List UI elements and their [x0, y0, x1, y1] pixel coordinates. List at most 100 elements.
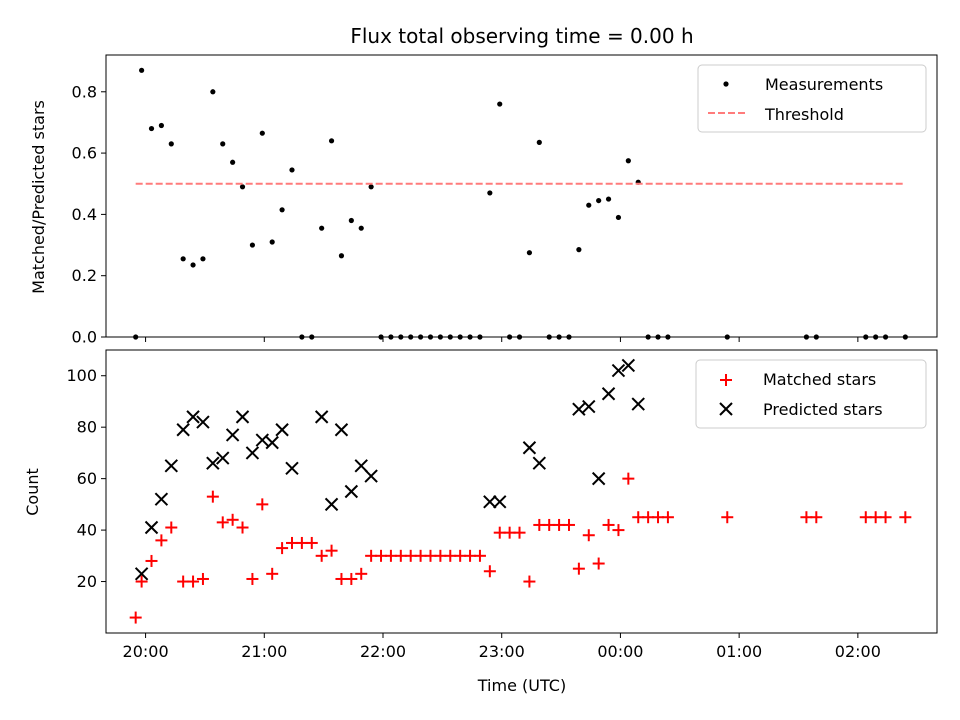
- predicted-star-point: [631, 397, 645, 411]
- matched-star-point: [523, 575, 536, 588]
- matched-star-point: [562, 518, 575, 531]
- measurement-point: [180, 256, 186, 262]
- predicted-star-point: [364, 469, 378, 483]
- x-tick-label: 21:00: [241, 642, 287, 661]
- x-tick-label: 20:00: [123, 642, 169, 661]
- measurement-point: [220, 141, 226, 147]
- measurement-point: [803, 334, 810, 340]
- measurement-point: [319, 225, 325, 231]
- predicted-star-point: [522, 441, 537, 455]
- matched-star-point: [473, 549, 486, 562]
- matched-star-point: [135, 575, 148, 588]
- measurement-point: [427, 334, 434, 340]
- measurement-point: [507, 334, 513, 340]
- predicted-star-point: [324, 497, 339, 512]
- measurements-legend-marker: [723, 81, 729, 87]
- matched-legend-marker: [720, 374, 732, 386]
- predicted-star-point: [206, 456, 220, 470]
- measurement-point: [168, 141, 174, 147]
- measurement-point: [526, 250, 533, 256]
- bottom-panel: 20 40 60 80 100 20:00 21:00 22:00 23:00 00:00 01:0…: [66, 349, 938, 661]
- predicted-star-point: [186, 410, 200, 424]
- x-tick-label: 00:00: [597, 642, 643, 661]
- measurement-point: [190, 262, 196, 268]
- predicted-star-point: [582, 399, 596, 414]
- measurement-point: [210, 89, 216, 95]
- measurement-point: [586, 202, 592, 208]
- measurement-point: [289, 167, 295, 173]
- measurement-point: [158, 122, 164, 129]
- measurement-point: [596, 197, 602, 204]
- measurement-point: [378, 334, 384, 340]
- measurement-point: [615, 214, 622, 221]
- predicted-star-point: [196, 415, 210, 429]
- legend-predicted-stars: Predicted stars: [763, 400, 883, 419]
- measurement-point: [497, 101, 503, 107]
- matched-star-point: [899, 511, 912, 524]
- top-legend: Measurements Threshold: [697, 64, 927, 133]
- predicted-star-point: [134, 567, 149, 581]
- measurement-point: [388, 334, 394, 340]
- matched-star-point: [582, 529, 595, 542]
- matched-star-point: [226, 513, 239, 526]
- x-tick-label: 02:00: [835, 642, 881, 661]
- measurement-point: [348, 217, 354, 224]
- matched-star-point: [216, 516, 229, 529]
- matched-star-point: [325, 544, 338, 557]
- predicted-star-point: [354, 459, 368, 473]
- top-panel: 0.0 0.2 0.4 0.6 0.8: [72, 54, 938, 347]
- bottom-y-tick-label: 60: [77, 469, 97, 488]
- bottom-y-tick-label: 20: [77, 572, 97, 591]
- bottom-legend-frame: [695, 359, 927, 429]
- x-tick-label: 23:00: [479, 642, 525, 661]
- matched-star-point: [879, 511, 892, 524]
- measurement-point: [645, 334, 651, 340]
- predicted-star-point: [164, 459, 178, 473]
- matched-star-point: [236, 521, 249, 534]
- top-y-tick-label: 0.2: [72, 266, 97, 285]
- matched-star-point: [661, 511, 674, 524]
- matched-star-point: [256, 498, 269, 511]
- measurement-point: [239, 184, 246, 190]
- measurement-point: [133, 334, 139, 340]
- predicted-star-point: [265, 435, 279, 450]
- measurement-point: [863, 334, 869, 340]
- measurement-point: [408, 334, 414, 340]
- bottom-y-tick-label: 80: [77, 418, 97, 437]
- measurement-point: [655, 334, 661, 340]
- bottom-y-tick-label: 100: [66, 366, 97, 385]
- bottom-legend: Matched stars Predicted stars: [695, 359, 927, 429]
- measurement-point: [813, 334, 819, 340]
- measurement-point: [902, 334, 908, 340]
- measurement-point: [457, 334, 463, 340]
- top-y-tick-label: 0.8: [72, 82, 97, 101]
- matched-star-point: [155, 534, 168, 547]
- measurement-point: [328, 138, 335, 144]
- predicted-star-point: [611, 363, 626, 378]
- measurement-point: [516, 334, 523, 340]
- measurement-point: [447, 334, 453, 340]
- measurement-point: [605, 196, 612, 202]
- measurement-point: [200, 256, 206, 262]
- matched-star-point: [721, 511, 734, 524]
- measurement-point: [576, 247, 582, 253]
- matched-star-point: [622, 472, 635, 485]
- top-legend-frame: [697, 64, 927, 133]
- matched-star-point: [276, 542, 289, 555]
- measurement-point: [358, 225, 364, 231]
- measurement-point: [338, 253, 345, 259]
- measurement-point: [398, 334, 404, 340]
- bottom-y-axis-title: Count: [23, 468, 42, 516]
- predicted-star-point: [225, 428, 240, 442]
- bottom-plot-frame: [105, 349, 938, 634]
- x-axis-title: Time (UTC): [477, 676, 566, 695]
- measurement-point: [566, 334, 572, 340]
- measurement-point: [556, 334, 562, 340]
- matched-star-point: [483, 565, 496, 578]
- predicted-star-point: [176, 423, 190, 437]
- measurement-point: [368, 184, 374, 190]
- matched-star-point: [266, 567, 279, 580]
- predicted-star-point: [255, 433, 270, 447]
- bottom-y-tick-label: 40: [77, 521, 97, 540]
